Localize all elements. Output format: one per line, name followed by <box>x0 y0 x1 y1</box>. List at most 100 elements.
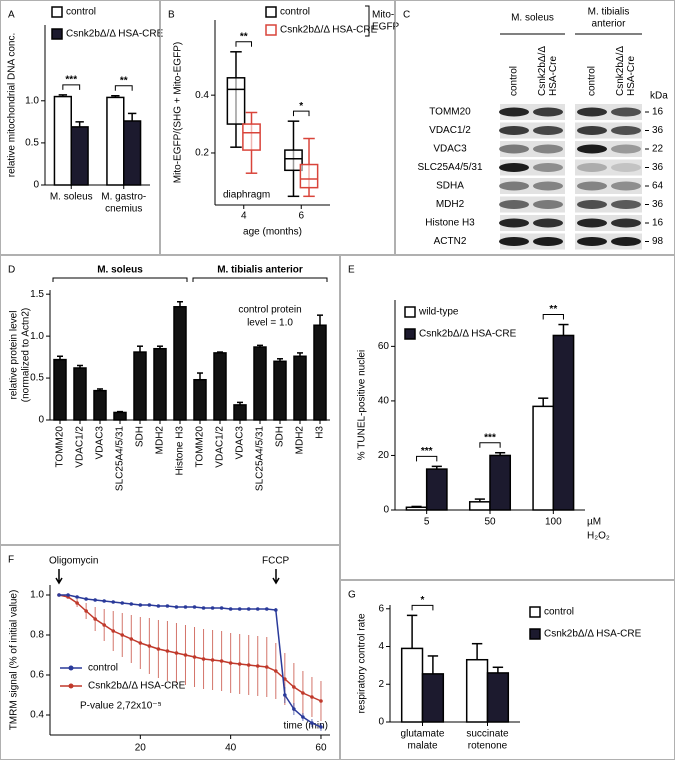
bar <box>486 672 510 723</box>
y-tick-label: 0.2 <box>195 148 209 159</box>
band <box>577 126 607 135</box>
legend-swatch <box>51 6 63 18</box>
point <box>228 661 233 665</box>
x-tick-label: VDAC3 <box>235 426 246 460</box>
bar <box>133 351 147 421</box>
significance-bracket <box>62 84 81 90</box>
point <box>246 663 251 667</box>
bar <box>173 306 187 421</box>
unit-label: kDa <box>650 91 668 102</box>
row-label: ACTN2 <box>434 236 467 247</box>
band <box>499 126 529 135</box>
point <box>57 593 61 597</box>
point <box>210 606 215 610</box>
y-tick-label: 0 <box>38 415 44 426</box>
band <box>611 181 641 191</box>
band <box>533 126 563 135</box>
point <box>66 593 70 597</box>
y-tick-label: 0 <box>33 180 39 191</box>
row-label: VDAC1/2 <box>429 125 471 136</box>
significance-bracket <box>542 314 564 320</box>
point <box>301 691 305 695</box>
point <box>292 685 296 689</box>
panel-letter: D <box>8 265 15 276</box>
y-tick-label: 0 <box>378 717 384 728</box>
x-tick-label: SLC25A4/5/31 <box>255 426 266 491</box>
point <box>255 607 260 611</box>
kda-label: 36 <box>652 199 664 210</box>
row-label: SLC25A4/5/31 <box>417 162 482 173</box>
band <box>577 200 607 209</box>
y-tick-label: 0.5 <box>30 373 44 384</box>
legend-label: wild-type <box>418 307 459 318</box>
x-axis-label: age (months) <box>243 227 302 238</box>
point <box>264 607 269 611</box>
x-tick-label: VDAC3 <box>95 426 106 460</box>
bar <box>233 404 247 421</box>
x-tick-label: TOMM20 <box>195 426 206 468</box>
band <box>577 237 607 246</box>
lane-label: control <box>587 66 598 96</box>
significance-label: ** <box>240 31 248 42</box>
significance-label: ** <box>120 75 128 86</box>
row-label: TOMM20 <box>429 107 471 118</box>
point <box>120 633 125 637</box>
significance-label: *** <box>484 432 496 443</box>
box <box>284 149 303 172</box>
point <box>120 601 125 605</box>
point <box>84 597 88 601</box>
band <box>577 181 607 191</box>
y-tick-label: 0.8 <box>30 630 44 641</box>
panel-letter: B <box>168 10 175 21</box>
legend-swatch <box>404 306 416 318</box>
legend-swatch <box>529 628 541 640</box>
bar <box>425 468 448 511</box>
box <box>226 77 246 125</box>
point <box>183 653 188 657</box>
bar <box>93 389 107 421</box>
bar <box>405 506 428 511</box>
legend-marker <box>68 683 74 689</box>
y-tick-label: 4 <box>378 641 384 652</box>
point <box>174 605 179 609</box>
bar <box>113 411 127 421</box>
panel-letter: G <box>348 590 356 601</box>
x-tick-label: SDH <box>275 426 286 447</box>
band <box>499 144 529 154</box>
point <box>192 605 197 609</box>
x-tick-label: 100 <box>545 517 562 528</box>
x-tick-label: M. soleus <box>50 192 93 203</box>
bar <box>70 126 89 186</box>
bar <box>400 647 424 723</box>
significance-label: * <box>421 595 425 606</box>
point <box>183 605 188 609</box>
bar <box>532 405 555 511</box>
group-bracket <box>52 277 188 282</box>
y-tick-label: 40 <box>378 396 390 407</box>
point <box>102 623 106 627</box>
y-tick-label: 1.5 <box>30 289 44 300</box>
point <box>75 595 79 599</box>
point <box>201 606 206 610</box>
box <box>299 163 319 189</box>
point <box>219 659 224 663</box>
y-tick-label: 1.0 <box>30 331 44 342</box>
point <box>138 641 143 645</box>
band <box>499 237 529 246</box>
point <box>274 669 278 673</box>
point <box>93 617 97 621</box>
bar <box>552 334 575 511</box>
point <box>174 651 179 655</box>
legend-label: Csnk2bΔ/Δ HSA-CRE <box>66 29 164 40</box>
point <box>264 665 269 669</box>
point <box>111 629 116 633</box>
bar <box>153 347 167 421</box>
annotation: FCCP <box>262 556 290 567</box>
row-label: SDHA <box>436 181 464 192</box>
x-axis-label: time (min) <box>284 721 328 732</box>
band <box>611 144 641 154</box>
bar <box>468 501 491 511</box>
band <box>499 218 529 228</box>
bar <box>123 120 142 186</box>
